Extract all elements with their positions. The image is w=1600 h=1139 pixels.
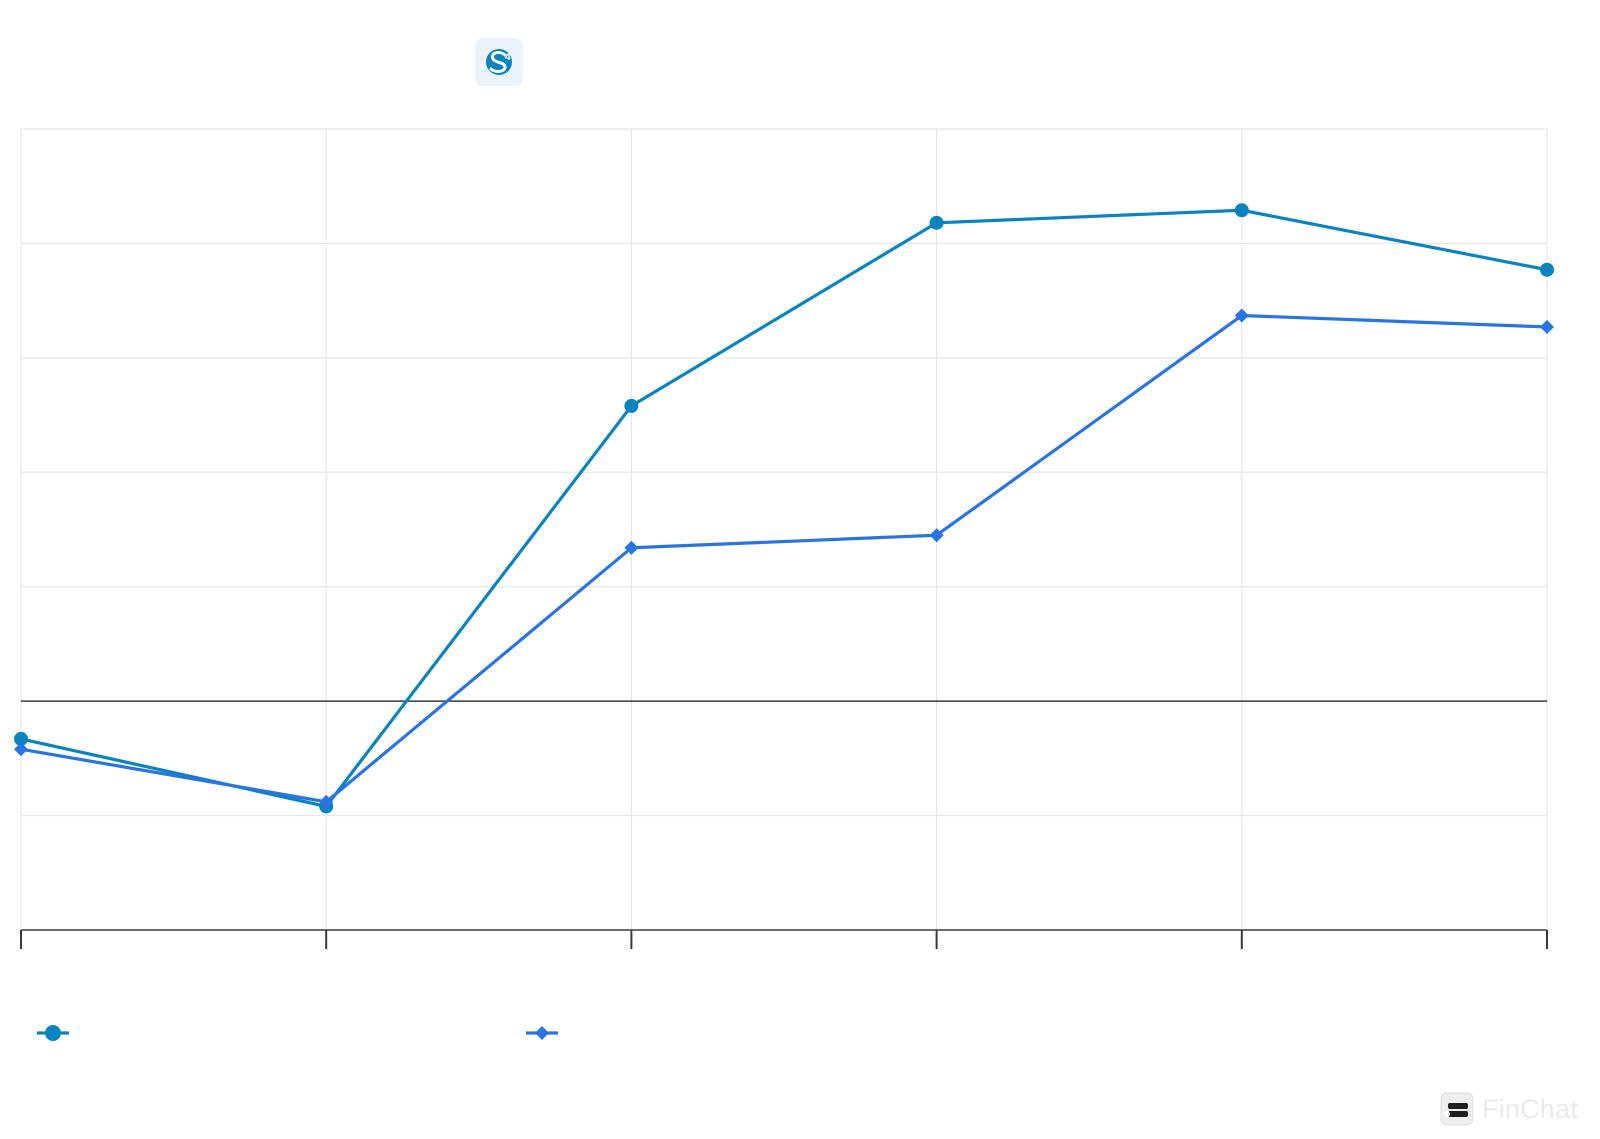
legend-marker xyxy=(535,1026,549,1040)
series-layer xyxy=(14,203,1554,814)
finchat-logo-icon xyxy=(1440,1092,1474,1126)
brand: FinChat xyxy=(1440,1092,1578,1126)
legend-item-1 xyxy=(37,1025,69,1041)
data-point xyxy=(14,731,28,746)
data-point xyxy=(14,742,28,757)
series-1 xyxy=(14,203,1554,814)
data-point xyxy=(1540,262,1554,277)
company-logo-icon: 4 xyxy=(475,38,523,86)
data-point xyxy=(929,215,944,230)
svg-text:4: 4 xyxy=(505,52,511,63)
grid xyxy=(20,128,1548,930)
legend-item-2 xyxy=(526,1026,558,1040)
legend xyxy=(37,1025,558,1041)
series-line xyxy=(20,208,1548,809)
axes xyxy=(20,700,1548,949)
data-point xyxy=(624,540,639,555)
data-point xyxy=(1234,203,1249,218)
data-point xyxy=(1234,308,1249,323)
brand-label: FinChat xyxy=(1482,1093,1578,1124)
series-2 xyxy=(14,308,1554,809)
series-line xyxy=(20,313,1548,804)
legend-marker xyxy=(45,1025,61,1041)
data-point xyxy=(624,398,639,413)
data-point xyxy=(1540,319,1554,334)
data-point xyxy=(929,528,944,543)
data-point xyxy=(319,794,334,809)
